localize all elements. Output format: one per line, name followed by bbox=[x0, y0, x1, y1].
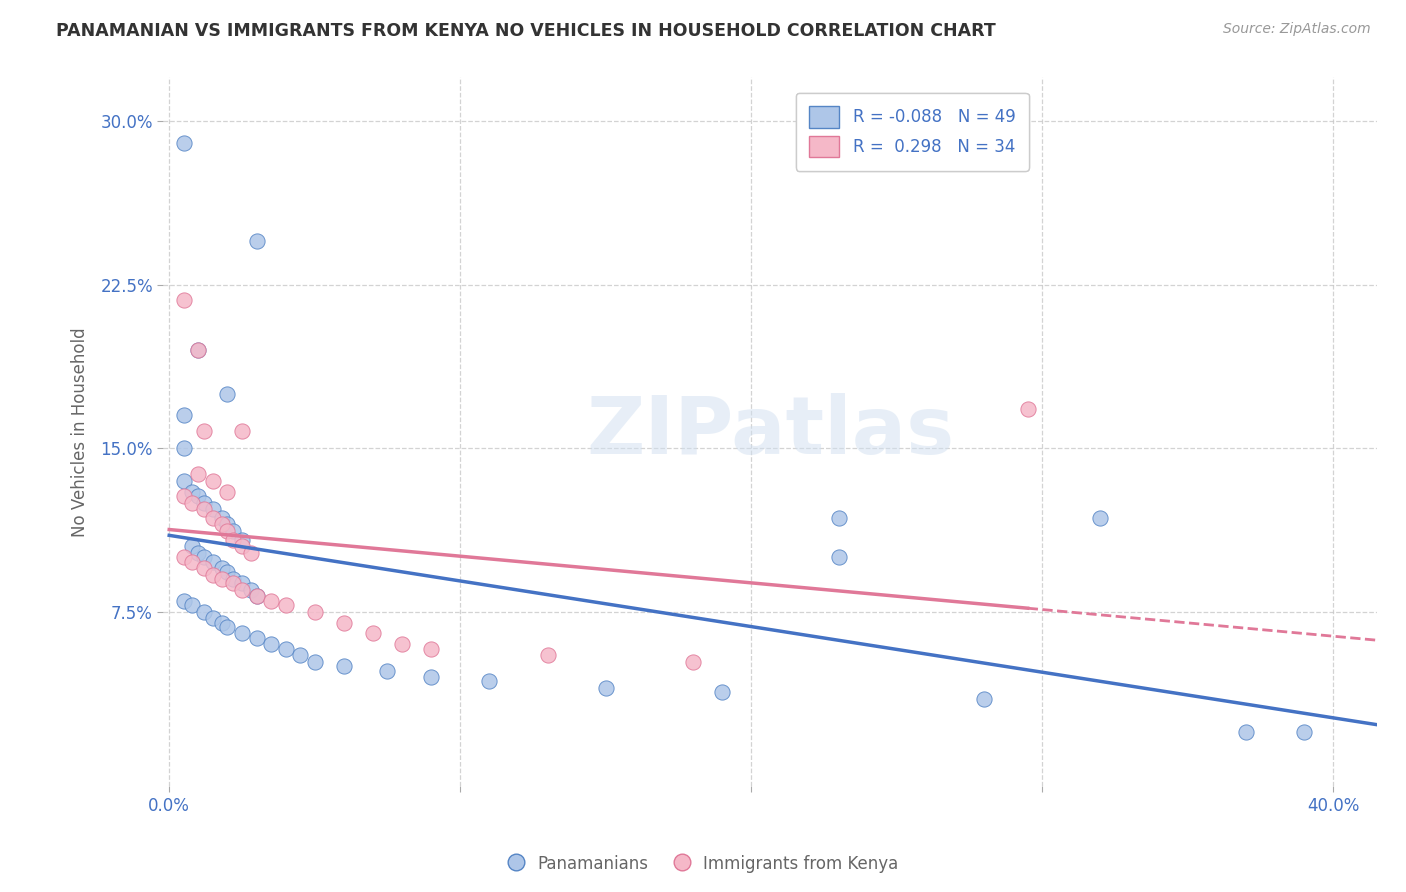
Point bbox=[193, 496, 215, 510]
Point bbox=[420, 670, 443, 684]
Point bbox=[478, 674, 501, 689]
Point bbox=[211, 517, 233, 532]
Point bbox=[201, 567, 224, 582]
Point bbox=[245, 590, 267, 604]
Point bbox=[173, 293, 195, 307]
Point bbox=[536, 648, 558, 663]
Point bbox=[211, 572, 233, 586]
Point bbox=[245, 234, 267, 248]
Point bbox=[260, 637, 283, 651]
Point bbox=[217, 566, 239, 580]
Point bbox=[201, 502, 224, 516]
Point bbox=[193, 424, 215, 438]
Point bbox=[239, 582, 262, 597]
Y-axis label: No Vehicles in Household: No Vehicles in Household bbox=[72, 327, 89, 537]
Point bbox=[333, 659, 356, 673]
Point bbox=[1090, 511, 1112, 525]
Point bbox=[231, 533, 253, 547]
Point bbox=[973, 692, 995, 706]
Point bbox=[181, 598, 204, 612]
Point bbox=[361, 626, 384, 640]
Point bbox=[217, 484, 239, 499]
Point bbox=[193, 561, 215, 575]
Point bbox=[595, 681, 617, 695]
Point bbox=[304, 605, 326, 619]
Point bbox=[231, 539, 253, 553]
Point bbox=[245, 590, 267, 604]
Point bbox=[193, 605, 215, 619]
Point bbox=[187, 489, 209, 503]
Point bbox=[1234, 724, 1257, 739]
Point bbox=[222, 533, 245, 547]
Point bbox=[173, 550, 195, 565]
Point bbox=[201, 511, 224, 525]
Point bbox=[231, 582, 253, 597]
Point bbox=[377, 664, 399, 678]
Point bbox=[288, 648, 311, 663]
Point bbox=[211, 511, 233, 525]
Legend: Panamanians, Immigrants from Kenya: Panamanians, Immigrants from Kenya bbox=[501, 848, 905, 880]
Point bbox=[173, 594, 195, 608]
Point bbox=[181, 539, 204, 553]
Point bbox=[193, 550, 215, 565]
Point bbox=[1017, 401, 1039, 416]
Point bbox=[827, 550, 849, 565]
Point bbox=[173, 409, 195, 423]
Point bbox=[187, 343, 209, 357]
Point bbox=[274, 641, 297, 656]
Point bbox=[217, 386, 239, 401]
Point bbox=[231, 626, 253, 640]
Point bbox=[217, 517, 239, 532]
Point bbox=[173, 441, 195, 455]
Point bbox=[181, 555, 204, 569]
Point bbox=[201, 611, 224, 625]
Point bbox=[211, 615, 233, 630]
Text: PANAMANIAN VS IMMIGRANTS FROM KENYA NO VEHICLES IN HOUSEHOLD CORRELATION CHART: PANAMANIAN VS IMMIGRANTS FROM KENYA NO V… bbox=[56, 22, 995, 40]
Point bbox=[173, 474, 195, 488]
Point bbox=[274, 598, 297, 612]
Point bbox=[201, 474, 224, 488]
Point bbox=[181, 484, 204, 499]
Legend: R = -0.088   N = 49, R =  0.298   N = 34: R = -0.088 N = 49, R = 0.298 N = 34 bbox=[796, 93, 1029, 170]
Point bbox=[193, 502, 215, 516]
Point bbox=[201, 555, 224, 569]
Point bbox=[181, 496, 204, 510]
Text: Source: ZipAtlas.com: Source: ZipAtlas.com bbox=[1223, 22, 1371, 37]
Point bbox=[217, 620, 239, 634]
Point bbox=[682, 655, 704, 669]
Point bbox=[827, 511, 849, 525]
Point bbox=[231, 424, 253, 438]
Point bbox=[711, 685, 734, 699]
Point bbox=[217, 524, 239, 538]
Point bbox=[173, 489, 195, 503]
Point bbox=[245, 631, 267, 645]
Point bbox=[222, 524, 245, 538]
Point bbox=[187, 546, 209, 560]
Point bbox=[187, 343, 209, 357]
Point bbox=[1294, 724, 1316, 739]
Point bbox=[187, 467, 209, 482]
Point bbox=[222, 576, 245, 591]
Point bbox=[391, 637, 413, 651]
Point bbox=[420, 641, 443, 656]
Text: ZIPatlas: ZIPatlas bbox=[586, 392, 955, 471]
Point bbox=[239, 546, 262, 560]
Point bbox=[304, 655, 326, 669]
Point bbox=[222, 572, 245, 586]
Point bbox=[231, 576, 253, 591]
Point bbox=[260, 594, 283, 608]
Point bbox=[211, 561, 233, 575]
Point bbox=[173, 136, 195, 150]
Point bbox=[333, 615, 356, 630]
